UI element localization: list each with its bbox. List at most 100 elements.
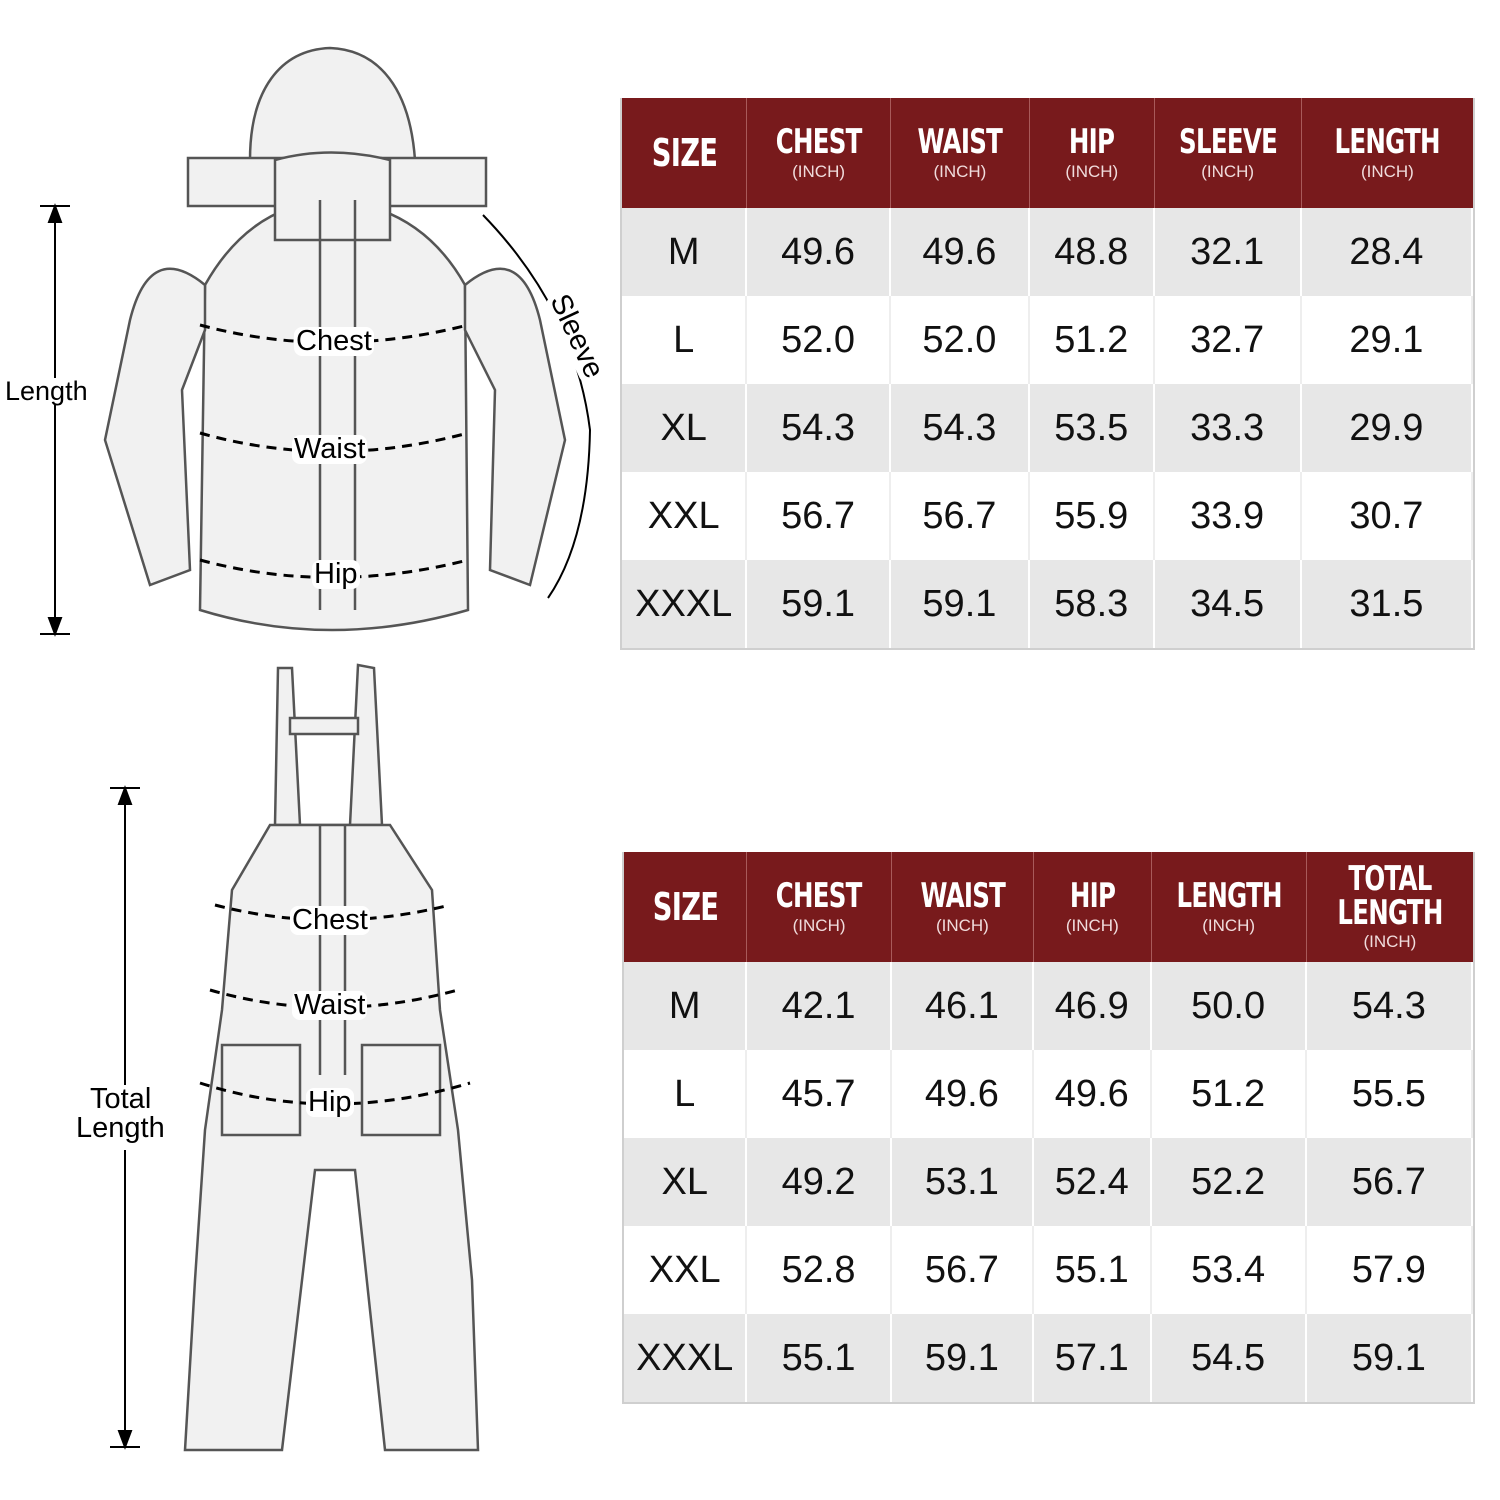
bib-total-length-label-line2: Length	[74, 1112, 167, 1144]
column-title: HIP	[1069, 122, 1115, 162]
column-unit: (INCH)	[1202, 916, 1256, 935]
table-row: XL 49.2 53.1 52.4 52.2 56.7	[624, 1138, 1473, 1226]
column-title: TOTAL LENGTH	[1337, 859, 1443, 933]
column-header: CHEST (INCH)	[747, 852, 892, 962]
measurement-cell: 56.7	[891, 472, 1031, 560]
measurement-cell: 56.7	[1307, 1138, 1473, 1226]
bib-total-length-label-line1: Total	[88, 1083, 154, 1115]
column-title: SIZE	[651, 131, 717, 175]
column-title: SIZE	[652, 885, 718, 929]
measurement-cell: 54.3	[1307, 962, 1473, 1050]
measurement-cell: 52.0	[891, 296, 1031, 384]
column-header: TOTAL LENGTH (INCH)	[1307, 852, 1473, 962]
measurement-cell: 49.2	[747, 1138, 892, 1226]
column-header: LENGTH (INCH)	[1152, 852, 1307, 962]
jacket-chest-label: Chest	[294, 325, 374, 357]
column-unit: (INCH)	[1201, 162, 1255, 181]
measurement-cell: 49.6	[747, 208, 891, 296]
jacket-length-label: Length	[3, 376, 90, 406]
column-header: SIZE	[624, 852, 748, 962]
jacket-size-table: SIZE CHEST (INCH) WAIST (INCH) HIP (INCH) SLEEV…	[620, 98, 1475, 650]
table-row: XXL 52.8 56.7 55.1 53.4 57.9	[624, 1226, 1473, 1314]
jacket-hood	[248, 46, 417, 162]
measurement-cell: 57.9	[1307, 1226, 1473, 1314]
table-row: L 45.7 49.6 49.6 51.2 55.5	[624, 1050, 1473, 1138]
measurement-cell: 48.8	[1030, 208, 1155, 296]
column-title: CHEST	[775, 122, 863, 162]
measurement-cell: 59.1	[891, 560, 1031, 648]
column-title: LENGTH	[1334, 122, 1441, 162]
measurement-cell: 57.1	[1034, 1314, 1152, 1402]
column-unit: (INCH)	[935, 916, 989, 935]
table-body: M 49.6 49.6 48.8 32.1 28.4 L 52.0 52.0 51.2 32.7 29…	[622, 208, 1473, 648]
bib-chest-label: Chest	[290, 904, 370, 936]
bib-straps	[273, 663, 384, 827]
size-cell: L	[624, 1050, 748, 1138]
measurement-cell: 59.1	[892, 1314, 1035, 1402]
column-header: WAIST (INCH)	[891, 98, 1031, 208]
measurement-cell: 51.2	[1152, 1050, 1307, 1138]
measurement-cell: 55.1	[747, 1314, 892, 1402]
column-unit: (INCH)	[792, 162, 846, 181]
column-title: WAIST	[920, 876, 1005, 916]
bib-body	[183, 823, 480, 1452]
measurement-cell: 49.6	[1034, 1050, 1152, 1138]
column-title: WAIST	[917, 122, 1003, 162]
measurement-cell: 54.3	[891, 384, 1031, 472]
column-unit: (INCH)	[1065, 162, 1119, 181]
bib-size-table: SIZE CHEST (INCH) WAIST (INCH) HIP (INCH) LENGT…	[622, 852, 1475, 1404]
column-header: LENGTH (INCH)	[1302, 98, 1473, 208]
jacket-waist-label: Waist	[292, 433, 368, 465]
measurement-cell: 59.1	[747, 560, 891, 648]
measurement-cell: 49.6	[891, 208, 1031, 296]
size-cell: XL	[622, 384, 748, 472]
column-title: LENGTH	[1175, 876, 1282, 916]
measurement-cell: 33.3	[1155, 384, 1302, 472]
table-row: XXXL 59.1 59.1 58.3 34.5 31.5	[622, 560, 1473, 648]
table-row: XXL 56.7 56.7 55.9 33.9 30.7	[622, 472, 1473, 560]
column-header: SLEEVE (INCH)	[1155, 98, 1302, 208]
size-cell: XXL	[622, 472, 748, 560]
measurement-cell: 50.0	[1152, 962, 1307, 1050]
measurement-cell: 53.1	[892, 1138, 1035, 1226]
measurement-cell: 55.1	[1034, 1226, 1152, 1314]
column-unit: (INCH)	[1360, 162, 1414, 181]
size-cell: L	[622, 296, 748, 384]
column-title: SLEEVE	[1178, 122, 1278, 162]
bib-strap-buckle	[288, 716, 360, 736]
table-row: XXXL 55.1 59.1 57.1 54.5 59.1	[624, 1314, 1473, 1402]
measurement-cell: 31.5	[1302, 560, 1473, 648]
jacket-illustration	[40, 46, 592, 637]
measurement-cell: 55.5	[1307, 1050, 1473, 1138]
measurement-cell: 54.3	[747, 384, 891, 472]
measurement-cell: 33.9	[1155, 472, 1302, 560]
measurement-cell: 56.7	[747, 472, 891, 560]
jacket-hip-label: Hip	[312, 558, 360, 590]
measurement-cell: 51.2	[1030, 296, 1155, 384]
measurement-cell: 52.0	[747, 296, 891, 384]
column-unit: (INCH)	[933, 162, 987, 181]
table-row: L 52.0 52.0 51.2 32.7 29.1	[622, 296, 1473, 384]
measurement-cell: 58.3	[1030, 560, 1155, 648]
column-title: HIP	[1069, 876, 1116, 916]
measurement-cell: 46.9	[1034, 962, 1152, 1050]
measurement-cell: 42.1	[747, 962, 892, 1050]
measurement-cell: 59.1	[1307, 1314, 1473, 1402]
measurement-cell: 53.5	[1030, 384, 1155, 472]
measurement-cell: 29.1	[1302, 296, 1473, 384]
measurement-cell: 52.4	[1034, 1138, 1152, 1226]
column-header: HIP (INCH)	[1034, 852, 1152, 962]
measurement-cell: 46.1	[892, 962, 1035, 1050]
measurement-cell: 49.6	[892, 1050, 1035, 1138]
jacket-right-sleeve	[463, 267, 567, 587]
column-unit: (INCH)	[1363, 932, 1417, 951]
measurement-cell: 52.2	[1152, 1138, 1307, 1226]
size-cell: XXXL	[624, 1314, 748, 1402]
size-cell: M	[624, 962, 748, 1050]
size-cell: XL	[624, 1138, 748, 1226]
measurement-cell: 55.9	[1030, 472, 1155, 560]
bib-waist-label: Waist	[292, 989, 368, 1021]
jacket-left-sleeve	[103, 267, 207, 587]
bib-hip-label: Hip	[306, 1086, 354, 1118]
table-body: M 42.1 46.1 46.9 50.0 54.3 L 45.7 49.6 49.6 51.2 55…	[624, 962, 1473, 1402]
